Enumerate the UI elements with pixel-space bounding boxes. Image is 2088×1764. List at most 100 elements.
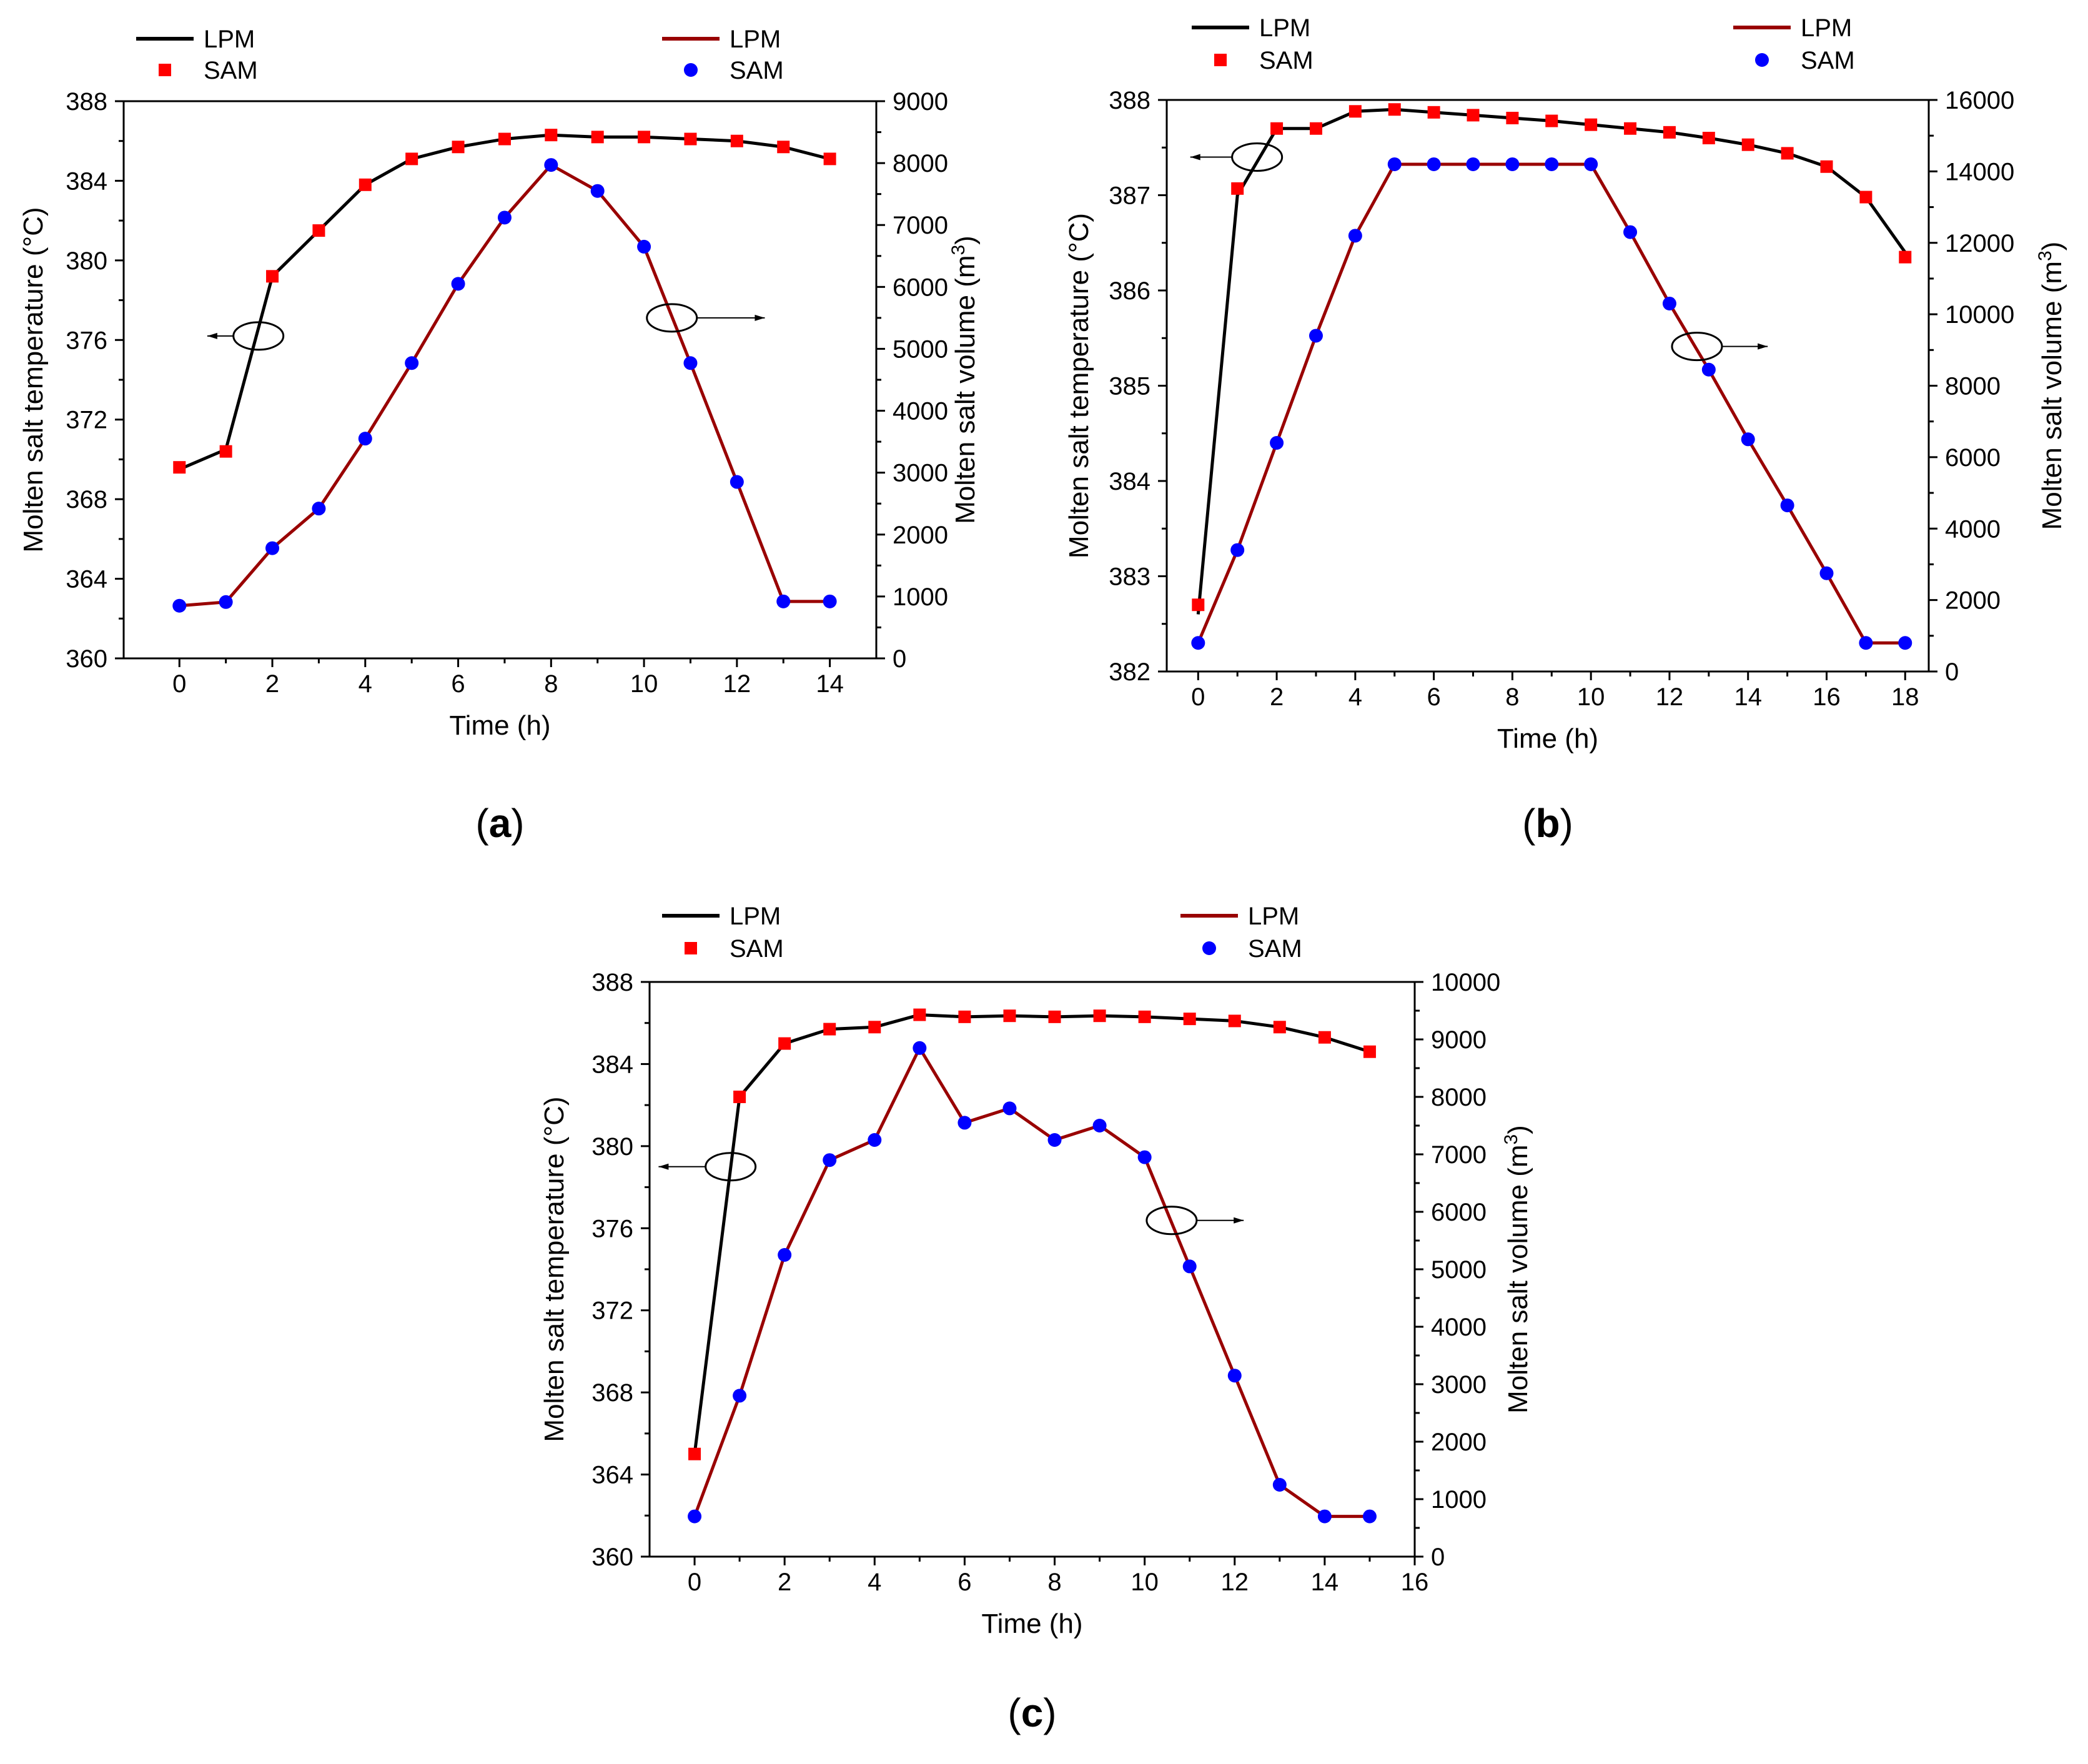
volume-sam-marker [1270, 436, 1284, 450]
legend-right-line-label: LPM [1801, 14, 1852, 42]
y-right-tick-label: 10000 [1431, 969, 1500, 996]
legend-left-line-label: LPM [730, 903, 781, 930]
legend-left-line-label: LPM [204, 26, 255, 53]
volume-sam-marker [544, 158, 558, 172]
y-right-axis-title: Molten salt volume (m3) [948, 235, 981, 524]
y-right-tick-label: 4000 [1431, 1314, 1487, 1341]
y-right-tick-label: 9000 [893, 88, 948, 116]
x-tick-label: 4 [868, 1568, 881, 1596]
y-right-tick-label: 3000 [893, 460, 948, 487]
panel-label-open-paren: ( [475, 801, 488, 846]
y-right-tick-label: 8000 [1431, 1084, 1487, 1111]
volume-sam-marker [1780, 498, 1794, 513]
volume-sam-marker [1182, 1259, 1197, 1274]
x-axis-title: Time (h) [449, 710, 550, 741]
y-left-tick-label: 372 [66, 407, 107, 434]
y-right-axis-title: Molten salt volume (m3) [1501, 1125, 1533, 1414]
y-right-tick-label: 12000 [1945, 230, 2014, 257]
y-left-tick-label: 385 [1109, 373, 1150, 400]
volume-sam-marker [1191, 636, 1205, 650]
legend-right-marker-label: SAM [1248, 935, 1302, 963]
y-left-tick-label: 376 [591, 1215, 633, 1242]
annotation-arrow-head [1234, 1217, 1244, 1224]
legend-left-marker-label: SAM [730, 935, 784, 963]
y-right-axis-title-base: Molten salt volume (m [1503, 1144, 1533, 1413]
chart-panel-a: 0 2 4 6 8 10 12 14 360 364 368 372 376 380 384 388 0 1000… [18, 26, 981, 846]
temperature-sam-marker [1781, 147, 1794, 160]
y-left-tick-label: 388 [66, 88, 107, 116]
temperature-sam-marker [1467, 109, 1480, 122]
x-tick-label: 0 [688, 1568, 701, 1596]
panel-label: (c) [1007, 1690, 1056, 1735]
panel-label: (b) [1522, 801, 1573, 846]
panel-label: (a) [475, 801, 524, 846]
y-right-tick-label: 9000 [1431, 1026, 1487, 1054]
volume-sam-marker [730, 475, 744, 489]
x-tick-label: 12 [723, 670, 751, 698]
y-right-tick-label: 3000 [1431, 1371, 1487, 1399]
y-left-tick-label: 384 [66, 167, 107, 195]
y-left-tick-label: 384 [1109, 468, 1150, 495]
temperature-sam-marker [1363, 1045, 1376, 1058]
volume-sam-marker [590, 184, 605, 198]
y-right-tick-label: 2000 [1945, 587, 2001, 615]
y-right-axis-title: Molten salt volume (m3) [2035, 242, 2067, 530]
y-right-tick-label: 10000 [1945, 301, 2014, 329]
x-axis-title: Time (h) [981, 1608, 1082, 1639]
volume-sam-marker [1362, 1509, 1377, 1524]
volume-sam-marker [1545, 157, 1559, 171]
x-tick-label: 6 [957, 1568, 971, 1596]
annotation-arrow-head [658, 1163, 669, 1170]
y-right-axis-title-close: ) [1503, 1125, 1533, 1134]
y-right-axis-title-superscript: 3 [1501, 1134, 1521, 1145]
x-tick-label: 10 [1131, 1568, 1159, 1596]
annotation-arrow-head [1190, 154, 1200, 161]
legend-right-line-label: LPM [1248, 903, 1299, 930]
legend-left-marker-label: SAM [204, 57, 258, 84]
x-tick-label: 6 [451, 670, 465, 698]
temperature-sam-marker [730, 134, 743, 147]
y-right-tick-label: 5000 [893, 335, 948, 363]
x-tick-label: 8 [544, 670, 558, 698]
temperature-sam-marker [219, 445, 232, 458]
x-tick-label: 14 [1311, 1568, 1339, 1596]
x-tick-label: 12 [1221, 1568, 1249, 1596]
y-right-tick-label: 7000 [893, 212, 948, 239]
x-tick-label: 14 [816, 670, 844, 698]
volume-sam-marker [405, 356, 419, 370]
x-tick-label: 0 [172, 670, 186, 698]
volume-sam-marker [778, 1248, 792, 1262]
y-right-axis-title-base: Molten salt volume (m [2037, 261, 2067, 530]
legend-right-marker-swatch [1755, 53, 1769, 67]
volume-sam-marker [1662, 296, 1676, 310]
y-left-tick-label: 360 [66, 645, 107, 673]
panel-label-close-paren: ) [1043, 1690, 1056, 1735]
y-right-tick-label: 6000 [1431, 1199, 1487, 1226]
y-left-axis-title: Molten salt temperature (°C) [1064, 213, 1094, 558]
y-right-tick-label: 0 [1945, 658, 1959, 686]
volume-sam-marker [1859, 636, 1873, 650]
temperature-sam-marker [733, 1091, 746, 1103]
y-right-axis-title-superscript: 3 [2035, 250, 2056, 261]
temperature-sam-marker [1348, 105, 1362, 118]
y-left-tick-label: 386 [1109, 277, 1150, 305]
temperature-sam-marker [1270, 122, 1284, 135]
y-right-tick-label: 4000 [1945, 515, 2001, 543]
x-tick-label: 10 [630, 670, 658, 698]
temperature-sam-marker [452, 141, 465, 154]
temperature-sam-marker [778, 1037, 791, 1050]
volume-sam-marker [265, 541, 280, 555]
volume-sam-marker [1741, 432, 1755, 447]
y-right-tick-label: 4000 [893, 398, 948, 425]
volume-sam-marker [868, 1133, 882, 1147]
panel-label-letter: b [1535, 801, 1560, 846]
x-tick-label: 8 [1505, 683, 1519, 711]
temperature-sam-marker [545, 129, 558, 142]
temperature-sam-marker [1859, 191, 1873, 204]
temperature-sam-marker [684, 132, 697, 146]
y-right-tick-label: 1000 [1431, 1486, 1487, 1514]
y-right-axis-title-close: ) [2037, 242, 2067, 251]
y-right-tick-label: 7000 [1431, 1141, 1487, 1169]
temperature-sam-marker [638, 131, 651, 144]
temperature-sam-marker [1192, 598, 1205, 612]
